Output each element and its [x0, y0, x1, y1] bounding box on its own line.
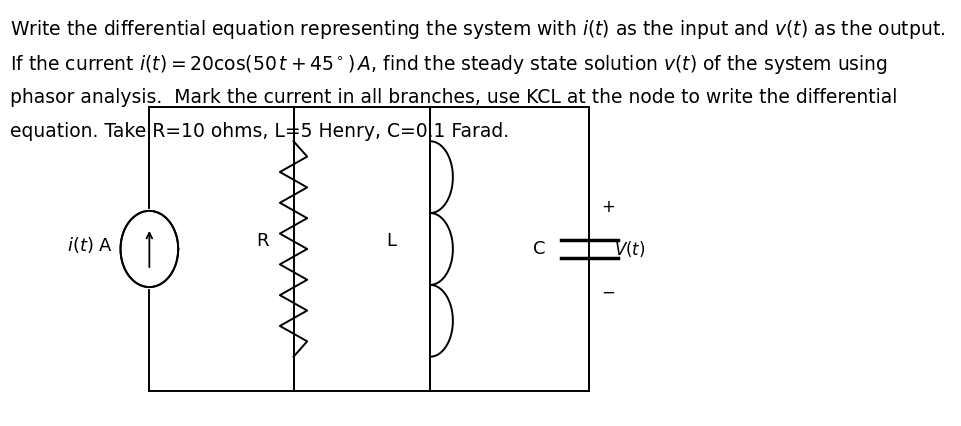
Text: phasor analysis.  Mark the current in all branches, use KCL at the node to write: phasor analysis. Mark the current in all… [11, 88, 898, 107]
Text: C: C [533, 240, 546, 258]
Text: +: + [601, 198, 615, 216]
Text: L: L [386, 231, 396, 250]
Text: $V(t)$: $V(t)$ [614, 239, 645, 259]
Text: Write the differential equation representing the system with $i(t)$ as the input: Write the differential equation represen… [11, 18, 946, 41]
Text: If the current $i(t) = 20\cos(50\,t + 45^\circ)\,A$, find the steady state solut: If the current $i(t) = 20\cos(50\,t + 45… [11, 53, 888, 76]
Text: equation. Take R=10 ohms, L=5 Henry, C=0.1 Farad.: equation. Take R=10 ohms, L=5 Henry, C=0… [11, 122, 509, 141]
Text: $i(t)$ A: $i(t)$ A [67, 235, 113, 255]
Text: $-$: $-$ [601, 282, 615, 300]
Text: R: R [256, 231, 268, 250]
